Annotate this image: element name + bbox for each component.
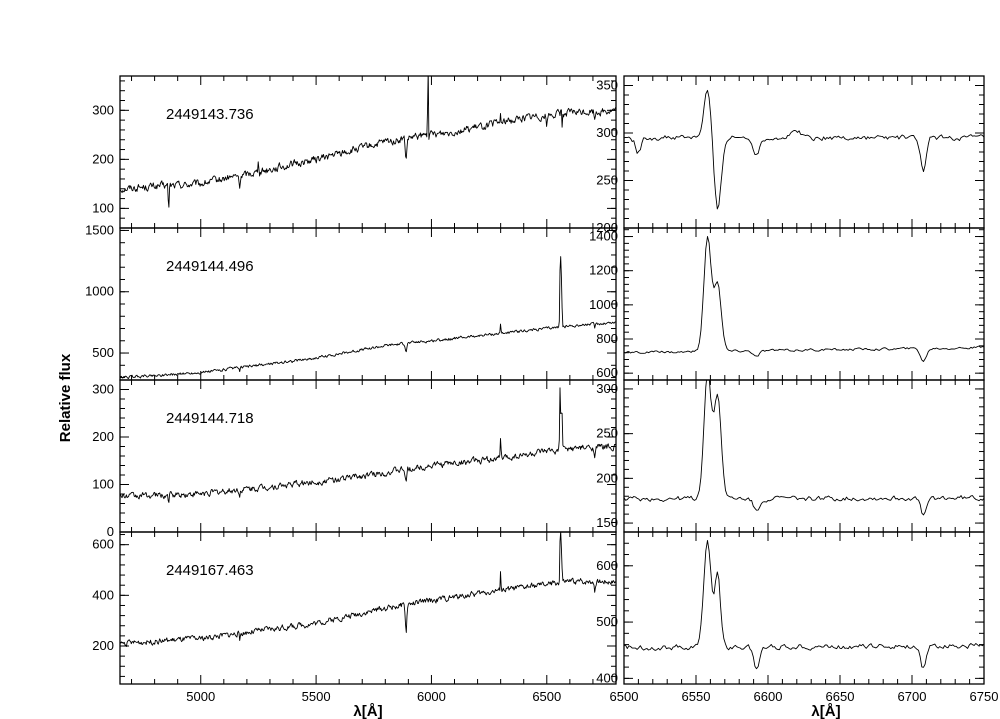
spectrum-line — [120, 387, 616, 503]
spectrum-line — [624, 89, 984, 210]
y-tick-label: 0 — [107, 524, 114, 539]
x-tick-label: 6550 — [682, 689, 711, 704]
panel-frame — [623, 75, 985, 229]
y-tick-label: 350 — [596, 78, 618, 93]
spectrum-line — [624, 380, 984, 516]
panel-left-4: 200 400 600 5000 5500 6000 6500 2449167.463 — [92, 531, 617, 704]
panel-frame — [119, 379, 617, 533]
panel-right-4: 400 500 600 6500 6550 6600 6650 6700 6750 — [596, 531, 999, 704]
y-tick-label: 200 — [92, 429, 114, 444]
x-tick-label: 6650 — [826, 689, 855, 704]
y-tick-label: 1000 — [85, 284, 114, 299]
x-tick-label: 5500 — [302, 689, 331, 704]
y-tick-label: 200 — [92, 638, 114, 653]
y-tick-label: 1000 — [589, 297, 618, 312]
x-tick-label: 6750 — [970, 689, 999, 704]
y-tick-label: 250 — [596, 173, 618, 188]
panel-left-3: 0 100 200 300 2449144.718 — [92, 379, 617, 539]
y-tick-label: 200 — [92, 151, 114, 166]
y-axis-label: Relative flux — [57, 353, 74, 442]
x-tick-label: 5000 — [186, 689, 215, 704]
y-tick-label: 250 — [596, 426, 618, 441]
panel-frame — [623, 379, 985, 533]
y-tick-label: 300 — [596, 125, 618, 140]
y-tick-label: 500 — [596, 614, 618, 629]
y-tick-label: 600 — [596, 365, 618, 380]
y-tick-label: 300 — [92, 382, 114, 397]
y-tick-label: 300 — [596, 381, 618, 396]
y-tick-label: 800 — [596, 331, 618, 346]
x-tick-label: 6500 — [532, 689, 561, 704]
y-tick-label: 500 — [92, 345, 114, 360]
y-tick-label: 1400 — [589, 229, 618, 244]
panel-frame — [623, 227, 985, 381]
date-label: 2449144.718 — [166, 410, 254, 427]
x-tick-label: 6000 — [417, 689, 446, 704]
x-tick-label: 6700 — [898, 689, 927, 704]
y-tick-label: 150 — [596, 515, 618, 530]
panel-frame — [119, 227, 617, 381]
y-tick-label: 300 — [92, 102, 114, 117]
spectrum-line — [120, 256, 616, 379]
spectrum-line — [624, 539, 984, 670]
y-tick-label: 400 — [596, 670, 618, 685]
spectrum-line — [120, 532, 616, 647]
y-tick-label: 1200 — [589, 263, 618, 278]
y-tick-label: 600 — [596, 558, 618, 573]
spectrum-line — [624, 236, 984, 362]
panel-left-1: 100 200 300 2449143.736 — [92, 75, 617, 229]
y-tick-label: 100 — [92, 200, 114, 215]
date-label: 2449144.496 — [166, 258, 254, 275]
x-tick-label: 6600 — [754, 689, 783, 704]
y-tick-label: 400 — [92, 587, 114, 602]
x-axis-label-left: λ[Å] — [353, 703, 382, 719]
date-label: 2449143.736 — [166, 106, 254, 123]
y-tick-label: 200 — [596, 470, 618, 485]
panel-left-2: 500 1000 1500 2449144.496 — [85, 222, 617, 381]
panel-frame — [119, 75, 617, 229]
panel-right-3: 150 200 250 300 — [596, 379, 985, 533]
y-tick-label: 100 — [92, 477, 114, 492]
x-axis-label-right: λ[Å] — [811, 703, 840, 719]
panel-right-2: 600 800 1000 1200 1400 — [589, 227, 985, 381]
x-tick-label: 6500 — [610, 689, 639, 704]
spectrum-line — [120, 76, 616, 208]
panel-frame — [623, 531, 985, 685]
y-tick-label: 600 — [92, 537, 114, 552]
date-label: 2449167.463 — [166, 562, 254, 579]
panel-frame — [119, 531, 617, 685]
y-tick-label: 1500 — [85, 222, 114, 237]
